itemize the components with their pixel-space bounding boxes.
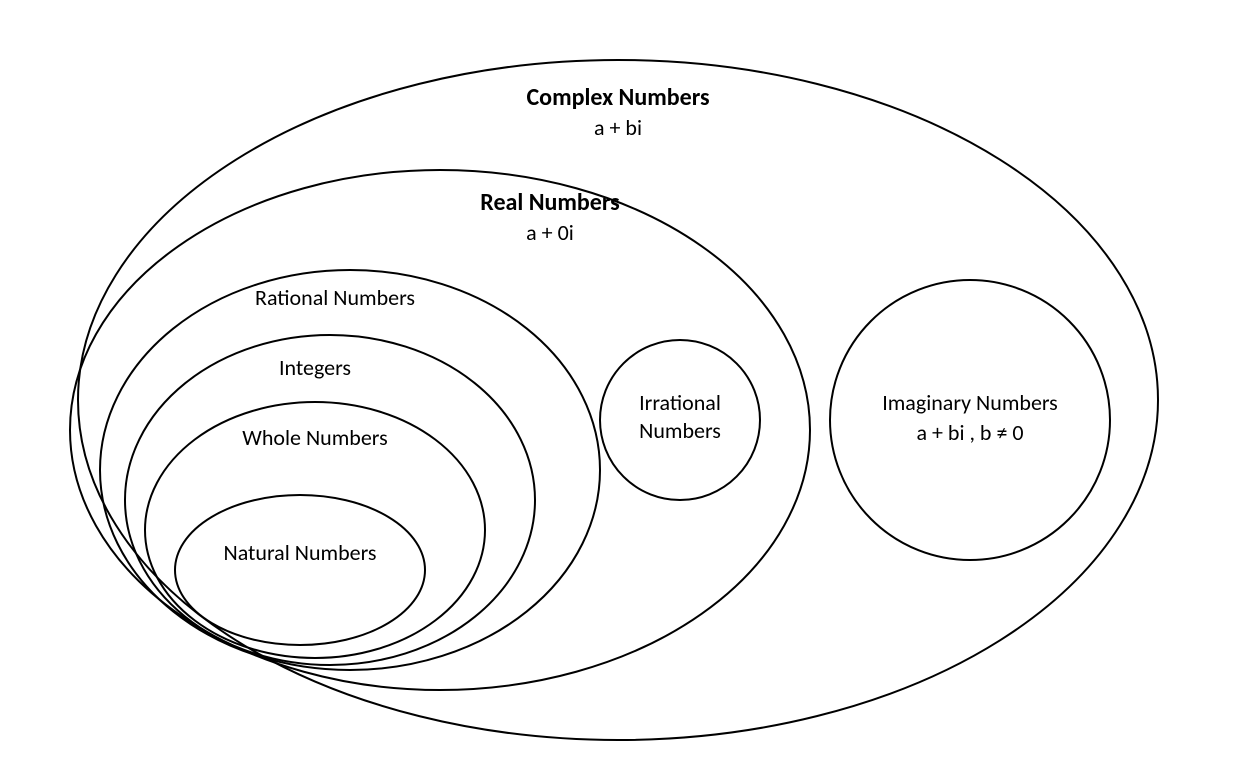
natural-ellipse (175, 495, 425, 645)
integers-label: Integers (279, 354, 351, 381)
imaginary-title: Imaginary Numbers (882, 389, 1058, 416)
real-subtitle: a + 0i (526, 219, 574, 246)
complex-subtitle: a + bi (594, 114, 642, 141)
number-sets-venn-diagram: Complex Numbers a + bi Real Numbers a + … (0, 0, 1237, 776)
rational-label: Rational Numbers (255, 284, 415, 311)
rational-ellipse (100, 270, 600, 670)
irrational-label-line2: Numbers (639, 417, 721, 444)
real-title: Real Numbers (480, 188, 619, 217)
complex-title: Complex Numbers (526, 83, 709, 112)
whole-label: Whole Numbers (242, 424, 387, 451)
integers-ellipse (125, 335, 535, 665)
imaginary-subtitle: a + bi , b ≠ 0 (916, 419, 1023, 446)
irrational-label-line1: Irrational (639, 389, 721, 416)
natural-label: Natural Numbers (224, 539, 377, 566)
